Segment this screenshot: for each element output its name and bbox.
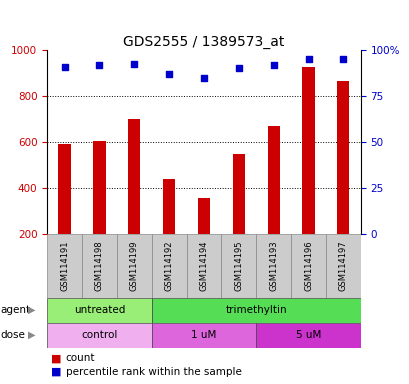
Text: count: count: [65, 353, 95, 363]
Bar: [47, 323, 151, 348]
Text: GSM114193: GSM114193: [269, 241, 277, 291]
Text: untreated: untreated: [74, 305, 125, 315]
Bar: [256, 323, 360, 348]
Bar: [290, 234, 325, 298]
Text: GSM114194: GSM114194: [199, 241, 208, 291]
Point: [166, 71, 172, 77]
Point: [61, 63, 68, 70]
Bar: [151, 298, 360, 323]
Bar: [337, 81, 348, 234]
Bar: [221, 234, 256, 298]
Bar: [267, 126, 279, 234]
Text: agent: agent: [0, 305, 30, 315]
Bar: [302, 67, 314, 234]
Text: percentile rank within the sample: percentile rank within the sample: [65, 367, 241, 377]
Point: [131, 61, 137, 67]
Text: GSM114196: GSM114196: [303, 241, 312, 291]
Text: GSM114198: GSM114198: [95, 241, 103, 291]
Text: ■: ■: [51, 367, 62, 377]
Text: 1 uM: 1 uM: [191, 330, 216, 340]
Text: GSM114192: GSM114192: [164, 241, 173, 291]
Text: trimethyltin: trimethyltin: [225, 305, 286, 315]
Text: dose: dose: [0, 330, 25, 340]
Text: ▶: ▶: [28, 330, 35, 340]
Bar: [325, 234, 360, 298]
Point: [96, 61, 103, 68]
Bar: [47, 234, 82, 298]
Bar: [47, 298, 151, 323]
Text: 5 uM: 5 uM: [295, 330, 320, 340]
Text: ■: ■: [51, 353, 62, 363]
Bar: [186, 234, 221, 298]
Bar: [151, 323, 256, 348]
Bar: [58, 144, 70, 234]
Text: ▶: ▶: [28, 305, 35, 315]
Title: GDS2555 / 1389573_at: GDS2555 / 1389573_at: [123, 35, 284, 49]
Bar: [151, 234, 186, 298]
Text: control: control: [81, 330, 117, 340]
Point: [305, 56, 311, 62]
Bar: [93, 141, 105, 234]
Point: [270, 61, 276, 68]
Text: GSM114195: GSM114195: [234, 241, 243, 291]
Point: [235, 65, 242, 71]
Bar: [82, 234, 117, 298]
Text: GSM114197: GSM114197: [338, 241, 347, 291]
Bar: [198, 198, 209, 234]
Point: [200, 74, 207, 81]
Bar: [117, 234, 151, 298]
Bar: [256, 234, 290, 298]
Bar: [232, 154, 244, 234]
Point: [339, 56, 346, 62]
Text: GSM114191: GSM114191: [60, 241, 69, 291]
Text: GSM114199: GSM114199: [130, 241, 138, 291]
Bar: [163, 179, 175, 234]
Bar: [128, 119, 140, 234]
